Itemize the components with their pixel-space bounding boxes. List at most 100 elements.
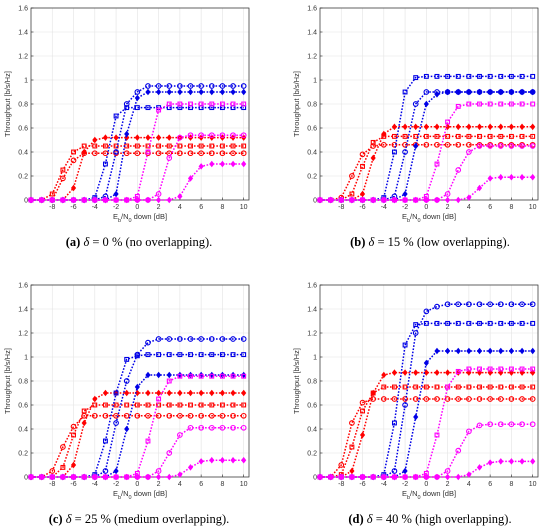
data-point-square xyxy=(434,133,440,139)
x-axis-label: Eb/N0 down [dB] xyxy=(402,489,456,501)
data-point-diamond xyxy=(113,196,119,204)
data-point-diamond xyxy=(466,347,472,355)
data-point-square xyxy=(60,167,66,173)
x-axis-label: Eb/N0 down [dB] xyxy=(402,212,456,224)
data-point-square xyxy=(71,432,76,438)
panel-caption: (a) δ = 0 % (no overlapping). xyxy=(66,235,213,249)
data-point-diamond xyxy=(519,123,525,131)
data-point-square xyxy=(477,101,482,107)
y-tick-label: 0.8 xyxy=(307,378,317,385)
data-point-square xyxy=(134,402,140,408)
data-point-circle xyxy=(497,301,504,308)
data-point-square xyxy=(519,101,525,107)
data-point-square xyxy=(241,352,247,358)
y-tick-label: 0.2 xyxy=(18,450,28,457)
data-point-diamond xyxy=(413,473,419,481)
data-point-diamond xyxy=(49,196,55,204)
data-point-square xyxy=(166,101,172,107)
data-point-diamond xyxy=(134,389,140,397)
data-point-square xyxy=(455,368,461,374)
data-point-square xyxy=(487,320,493,326)
data-point-circle xyxy=(177,83,183,89)
data-point-square xyxy=(455,320,461,326)
data-point-circle xyxy=(240,132,247,139)
data-point-circle xyxy=(145,339,151,346)
data-point-circle xyxy=(455,141,462,148)
data-point-circle xyxy=(60,444,66,450)
data-point-diamond xyxy=(370,154,376,162)
data-point-circle xyxy=(123,101,130,107)
data-point-diamond xyxy=(81,148,87,156)
data-point-square xyxy=(188,352,193,358)
data-point-circle xyxy=(187,424,194,431)
data-point-square xyxy=(209,101,215,107)
data-point-diamond xyxy=(498,458,504,465)
data-point-square xyxy=(241,402,247,408)
data-point-diamond xyxy=(230,456,236,464)
data-point-diamond xyxy=(177,193,183,200)
data-point-diamond xyxy=(487,459,493,466)
data-point-square xyxy=(519,133,525,139)
data-point-diamond xyxy=(230,160,236,168)
y-axis-label: Throughput [b/s/Hz] xyxy=(3,348,12,414)
data-point-diamond xyxy=(124,130,130,138)
data-point-square xyxy=(391,384,397,390)
data-point-square xyxy=(466,366,472,372)
data-point-square xyxy=(166,402,172,408)
data-point-square xyxy=(508,133,514,139)
data-point-circle xyxy=(187,150,194,157)
data-point-circle xyxy=(519,396,525,402)
data-point-square xyxy=(230,101,236,107)
data-point-square xyxy=(370,139,376,145)
data-point-diamond xyxy=(70,461,77,469)
data-point-diamond xyxy=(476,184,483,192)
data-point-square xyxy=(102,161,108,167)
data-point-diamond xyxy=(124,425,130,433)
data-point-square xyxy=(81,143,87,149)
data-point-square xyxy=(81,408,87,414)
data-point-circle xyxy=(466,428,472,435)
data-point-circle xyxy=(177,134,183,141)
data-point-diamond xyxy=(328,196,334,204)
data-point-circle xyxy=(102,468,109,474)
data-point-circle xyxy=(476,422,483,429)
y-tick-label: 0 xyxy=(313,474,317,481)
data-point-square xyxy=(423,133,429,139)
data-point-circle xyxy=(349,420,355,426)
series-line-red-1 xyxy=(320,386,533,478)
data-point-circle xyxy=(466,396,472,402)
data-point-diamond xyxy=(28,196,34,204)
data-point-diamond xyxy=(113,467,119,475)
data-point-square xyxy=(423,384,429,390)
data-point-square xyxy=(134,143,140,149)
data-point-diamond xyxy=(434,369,440,376)
data-point-diamond xyxy=(455,123,461,131)
data-point-diamond xyxy=(391,123,398,131)
data-point-diamond xyxy=(92,196,98,204)
data-point-square xyxy=(466,101,472,107)
x-tick-label: -6 xyxy=(70,204,76,211)
data-point-circle xyxy=(487,301,493,308)
data-point-diamond xyxy=(177,471,183,478)
data-point-diamond xyxy=(359,190,366,198)
data-point-diamond xyxy=(145,371,151,379)
x-tick-label: -4 xyxy=(381,204,387,211)
data-point-diamond xyxy=(413,142,419,150)
data-point-circle xyxy=(497,143,504,149)
data-point-diamond xyxy=(508,458,514,465)
data-point-square xyxy=(487,101,493,107)
data-point-diamond xyxy=(187,88,194,96)
data-point-circle xyxy=(219,424,226,431)
data-point-diamond xyxy=(381,473,387,481)
data-point-diamond xyxy=(466,88,472,96)
data-point-diamond xyxy=(177,389,183,397)
data-point-diamond xyxy=(39,196,45,204)
data-point-diamond xyxy=(349,196,355,204)
data-point-square xyxy=(402,384,408,390)
data-point-diamond xyxy=(498,347,504,355)
data-point-circle xyxy=(155,191,162,197)
data-point-square xyxy=(466,73,472,79)
x-tick-label: 8 xyxy=(220,204,224,211)
data-point-circle xyxy=(166,450,173,456)
data-point-diamond xyxy=(487,347,493,355)
